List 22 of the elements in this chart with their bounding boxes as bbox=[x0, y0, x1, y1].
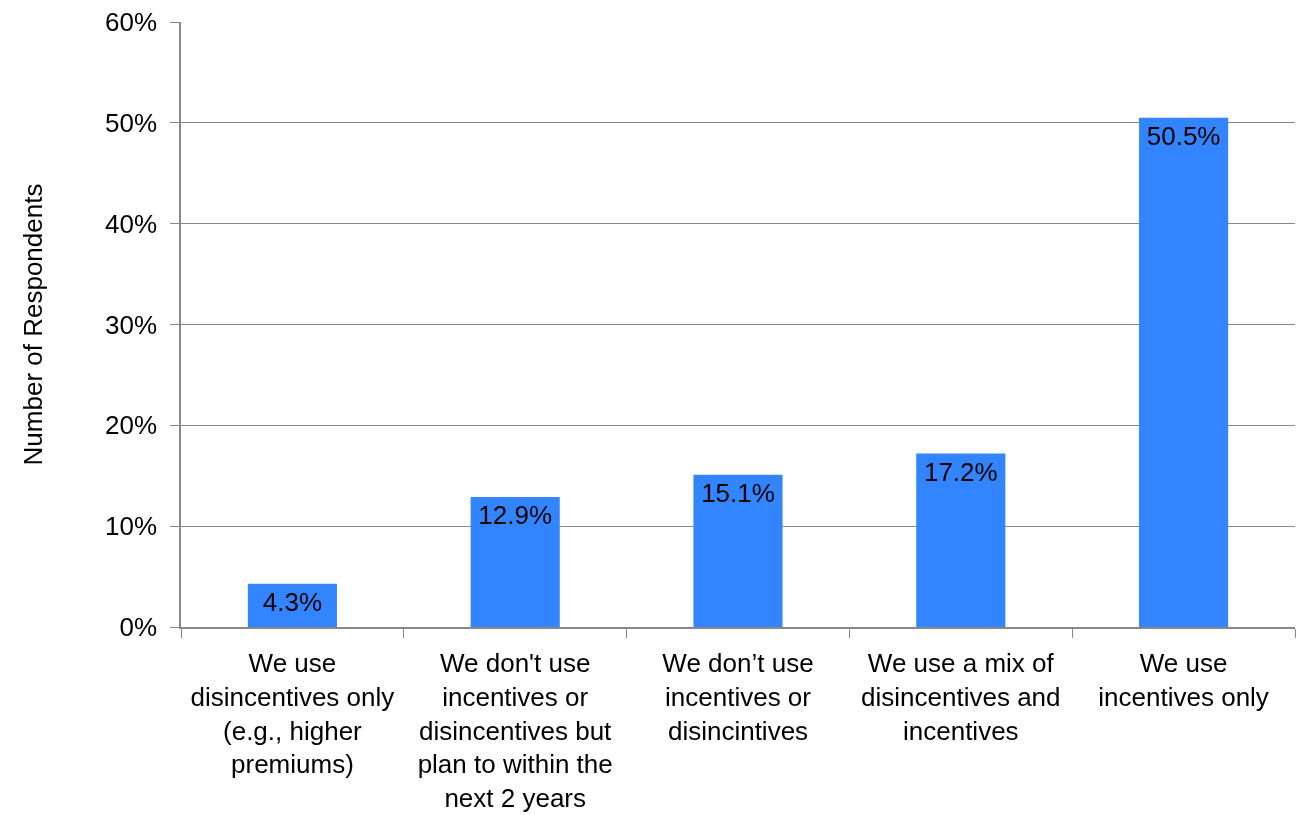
y-tick-label: 20% bbox=[105, 410, 158, 441]
bar bbox=[1139, 117, 1229, 627]
data-label: 50.5% bbox=[1146, 120, 1221, 151]
x-tick-label: We use a mix of disincentives and incentives bbox=[861, 647, 1061, 746]
bar bbox=[916, 453, 1006, 627]
bar bbox=[693, 474, 783, 627]
y-tick-label: 10% bbox=[105, 511, 158, 542]
y-tick-label: 0% bbox=[119, 612, 158, 643]
x-tick-label: We use disincentives only (e.g., higher premiums) bbox=[190, 647, 395, 780]
bar bbox=[470, 496, 560, 627]
y-tick-label: 60% bbox=[105, 7, 158, 38]
data-label: 17.2% bbox=[923, 456, 998, 487]
y-tick-label: 50% bbox=[105, 107, 158, 138]
x-tick-label: We use incentives only bbox=[1098, 647, 1269, 712]
y-tick-label: 40% bbox=[105, 208, 158, 239]
data-label: 12.9% bbox=[478, 499, 553, 530]
data-label: 4.3% bbox=[262, 586, 323, 617]
data-label: 15.1% bbox=[701, 477, 775, 508]
y-axis-title: Number of Respondents bbox=[17, 183, 48, 466]
y-tick-label: 30% bbox=[105, 309, 158, 340]
x-tick-label: We don’t use incentives or disincintives bbox=[662, 647, 814, 746]
x-tick-label: We don't use incentives or disincentives but plan to within the next 2 years bbox=[417, 647, 613, 814]
